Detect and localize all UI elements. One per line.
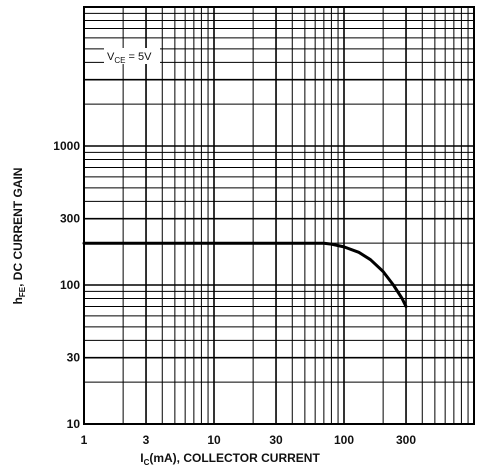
x-tick-label: 30: [269, 433, 283, 447]
y-tick-label: 30: [67, 351, 81, 365]
annotation-background: [104, 48, 160, 64]
annotation-text: VCE = 5V: [107, 51, 152, 65]
y-axis-label: hFE, DC CURRENT GAIN: [11, 168, 27, 305]
y-tick-label: 10: [67, 417, 81, 431]
x-tick-label: 3: [143, 433, 150, 447]
series-line: [82, 241, 408, 308]
x-tick-label: 10: [207, 433, 221, 447]
x-tick-label: 1: [81, 433, 88, 447]
series-layer: [82, 241, 408, 308]
grid-major: [84, 7, 474, 424]
x-axis-label: IC(mA), COLLECTOR CURRENT: [140, 451, 320, 467]
y-tick-label: 300: [60, 212, 80, 226]
y-tick-label: 1000: [53, 139, 80, 153]
plot-frame: [83, 6, 475, 425]
annotation: VCE = 5V: [104, 48, 160, 65]
x-tick-labels: 1 3 10 30 100 300: [81, 433, 417, 447]
x-tick-label: 100: [334, 433, 354, 447]
y-tick-label: 100: [60, 278, 80, 292]
y-tick-labels: 10 30 100 300 1000: [53, 139, 80, 431]
grid-minor: [84, 7, 474, 424]
x-tick-label: 300: [396, 433, 416, 447]
